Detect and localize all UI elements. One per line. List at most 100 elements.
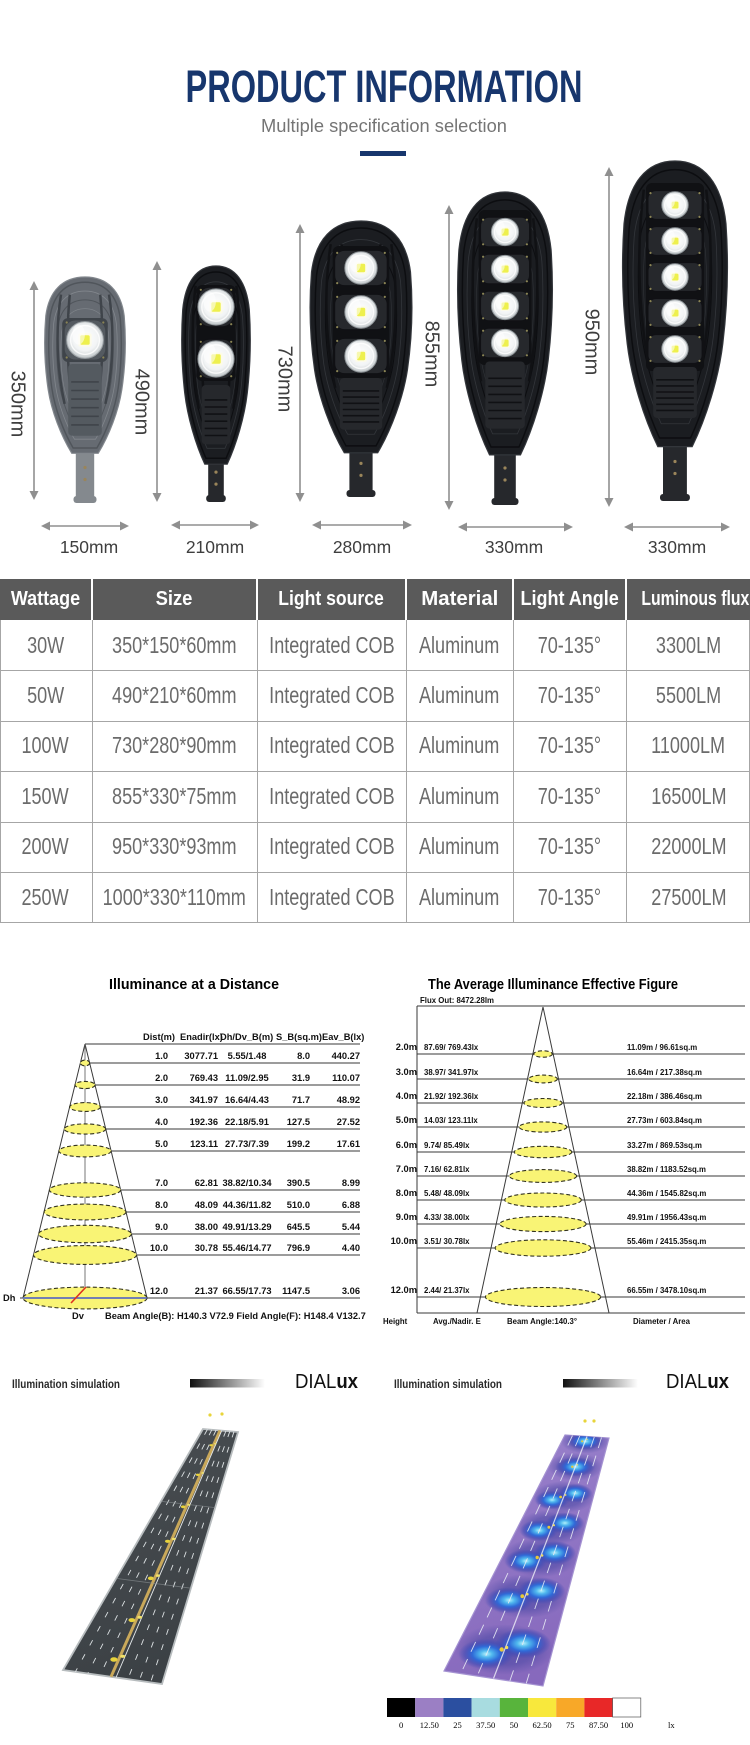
svg-text:769.43: 769.43 xyxy=(190,1073,218,1083)
svg-text:0: 0 xyxy=(399,1720,403,1730)
svg-text:1.0: 1.0 xyxy=(155,1051,168,1061)
svg-text:390.5: 390.5 xyxy=(287,1178,310,1188)
svg-text:Dh/Dv_B(m): Dh/Dv_B(m) xyxy=(220,1032,273,1042)
svg-text:4.33/ 38.00lx: 4.33/ 38.00lx xyxy=(424,1213,470,1222)
svg-text:12.0m: 12.0m xyxy=(391,1285,417,1295)
svg-text:10.0: 10.0 xyxy=(150,1243,168,1253)
svg-text:9.0m: 9.0m xyxy=(396,1212,417,1222)
svg-text:87.69/ 769.43lx: 87.69/ 769.43lx xyxy=(424,1043,479,1052)
svg-text:Illumination simulation: Illumination simulation xyxy=(394,1379,502,1391)
svg-text:12.0: 12.0 xyxy=(150,1286,168,1296)
svg-text:17.61: 17.61 xyxy=(337,1139,360,1149)
svg-text:31.9: 31.9 xyxy=(292,1073,310,1083)
svg-text:Dist(m): Dist(m) xyxy=(143,1032,175,1042)
svg-text:645.5: 645.5 xyxy=(287,1222,310,1232)
svg-text:440.27: 440.27 xyxy=(332,1051,360,1061)
svg-text:730mm: 730mm xyxy=(274,346,296,413)
svg-text:50: 50 xyxy=(510,1720,519,1730)
svg-text:10.0m: 10.0m xyxy=(391,1236,417,1246)
svg-text:33.27m / 869.53sq.m: 33.27m / 869.53sq.m xyxy=(627,1141,702,1150)
svg-text:330mm: 330mm xyxy=(648,537,706,557)
svg-text:3.0m: 3.0m xyxy=(396,1067,417,1077)
svg-text:Dv: Dv xyxy=(72,1311,85,1321)
svg-text:3077.71: 3077.71 xyxy=(184,1051,218,1061)
svg-text:2.0m: 2.0m xyxy=(396,1042,417,1052)
svg-text:100: 100 xyxy=(620,1720,633,1730)
svg-text:9.74/ 85.49lx: 9.74/ 85.49lx xyxy=(424,1141,470,1150)
svg-text:330mm: 330mm xyxy=(485,537,543,557)
svg-text:27.73m / 603.84sq.m: 27.73m / 603.84sq.m xyxy=(627,1116,702,1125)
svg-text:199.2: 199.2 xyxy=(287,1139,310,1149)
svg-text:16.64/4.43: 16.64/4.43 xyxy=(225,1095,269,1105)
svg-text:3.0: 3.0 xyxy=(155,1095,168,1105)
svg-text:Avg./Nadir. E: Avg./Nadir. E xyxy=(433,1317,481,1326)
svg-text:27.52: 27.52 xyxy=(337,1117,360,1127)
svg-text:44.36m / 1545.82sq.m: 44.36m / 1545.82sq.m xyxy=(627,1189,706,1198)
svg-text:5.44: 5.44 xyxy=(342,1222,361,1232)
svg-text:71.7: 71.7 xyxy=(292,1095,310,1105)
svg-text:62.50: 62.50 xyxy=(533,1720,552,1730)
svg-text:38.97/ 341.97lx: 38.97/ 341.97lx xyxy=(424,1068,479,1077)
svg-text:48.92: 48.92 xyxy=(337,1095,360,1105)
svg-text:510.0: 510.0 xyxy=(287,1200,310,1210)
svg-text:127.5: 127.5 xyxy=(287,1117,310,1127)
svg-text:Beam Angle:140.3°: Beam Angle:140.3° xyxy=(507,1317,577,1326)
svg-text:2.44/ 21.37lx: 2.44/ 21.37lx xyxy=(424,1286,470,1295)
svg-text:490mm: 490mm xyxy=(131,369,153,436)
svg-text:75: 75 xyxy=(566,1720,575,1730)
svg-text:796.9: 796.9 xyxy=(287,1243,310,1253)
svg-text:6.88: 6.88 xyxy=(342,1200,360,1210)
svg-text:Illuminance at a Distance: Illuminance at a Distance xyxy=(109,976,279,993)
svg-text:Illumination simulation: Illumination simulation xyxy=(12,1379,120,1391)
svg-text:11.09m / 96.61sq.m: 11.09m / 96.61sq.m xyxy=(627,1043,697,1052)
svg-text:192.36: 192.36 xyxy=(190,1117,218,1127)
svg-text:21.37: 21.37 xyxy=(195,1286,218,1296)
svg-text:38.82/10.34: 38.82/10.34 xyxy=(222,1178,272,1188)
svg-text:11.09/2.95: 11.09/2.95 xyxy=(225,1073,268,1083)
svg-text:55.46/14.77: 55.46/14.77 xyxy=(222,1243,271,1253)
svg-text:6.0m: 6.0m xyxy=(396,1140,417,1150)
svg-text:4.0: 4.0 xyxy=(155,1117,168,1127)
svg-text:280mm: 280mm xyxy=(333,537,391,557)
svg-text:12.50: 12.50 xyxy=(420,1720,439,1730)
svg-text:5.0m: 5.0m xyxy=(396,1115,417,1125)
svg-text:5.0: 5.0 xyxy=(155,1139,168,1149)
svg-text:9.0: 9.0 xyxy=(155,1222,168,1232)
svg-text:150mm: 150mm xyxy=(60,537,118,557)
svg-text:DIALux: DIALux xyxy=(666,1371,729,1393)
svg-text:110.07: 110.07 xyxy=(332,1073,360,1083)
svg-text:55.46m / 2415.35sq.m: 55.46m / 2415.35sq.m xyxy=(627,1237,706,1246)
svg-text:14.03/ 123.11lx: 14.03/ 123.11lx xyxy=(424,1116,478,1125)
svg-text:7.0: 7.0 xyxy=(155,1178,168,1188)
svg-text:27.73/7.39: 27.73/7.39 xyxy=(225,1139,269,1149)
svg-text:2.0: 2.0 xyxy=(155,1073,168,1083)
svg-text:25: 25 xyxy=(453,1720,462,1730)
svg-text:5.48/ 48.09lx: 5.48/ 48.09lx xyxy=(424,1189,470,1198)
svg-text:48.09: 48.09 xyxy=(195,1200,218,1210)
svg-text:3.51/ 30.78lx: 3.51/ 30.78lx xyxy=(424,1237,470,1246)
svg-text:62.81: 62.81 xyxy=(195,1178,218,1188)
svg-text:1147.5: 1147.5 xyxy=(282,1286,310,1296)
svg-text:210mm: 210mm xyxy=(186,537,244,557)
svg-text:7.16/ 62.81lx: 7.16/ 62.81lx xyxy=(424,1165,470,1174)
svg-text:8.99: 8.99 xyxy=(342,1178,360,1188)
svg-text:3.06: 3.06 xyxy=(342,1286,360,1296)
svg-text:37.50: 37.50 xyxy=(476,1720,495,1730)
svg-text:16.64m / 217.38sq.m: 16.64m / 217.38sq.m xyxy=(627,1068,702,1077)
svg-text:22.18m / 386.46sq.m: 22.18m / 386.46sq.m xyxy=(627,1092,702,1101)
svg-text:Diameter / Area: Diameter / Area xyxy=(633,1317,691,1326)
svg-text:49.91/13.29: 49.91/13.29 xyxy=(222,1222,271,1232)
svg-text:855mm: 855mm xyxy=(421,321,443,388)
svg-text:123.11: 123.11 xyxy=(190,1139,218,1149)
svg-text:22.18/5.91: 22.18/5.91 xyxy=(225,1117,269,1127)
svg-text:7.0m: 7.0m xyxy=(396,1164,417,1174)
svg-text:DIALux: DIALux xyxy=(295,1371,358,1393)
svg-text:4.40: 4.40 xyxy=(342,1243,360,1253)
svg-text:49.91m / 1956.43sq.m: 49.91m / 1956.43sq.m xyxy=(627,1213,706,1222)
svg-text:Dh: Dh xyxy=(3,1293,16,1303)
svg-text:Eav_B(lx): Eav_B(lx) xyxy=(322,1032,364,1042)
svg-text:38.82m / 1183.52sq.m: 38.82m / 1183.52sq.m xyxy=(627,1165,706,1174)
svg-text:Height: Height xyxy=(383,1317,408,1326)
svg-text:S_B(sq.m): S_B(sq.m) xyxy=(276,1032,322,1042)
svg-text:Enadir(lx): Enadir(lx) xyxy=(180,1032,223,1042)
